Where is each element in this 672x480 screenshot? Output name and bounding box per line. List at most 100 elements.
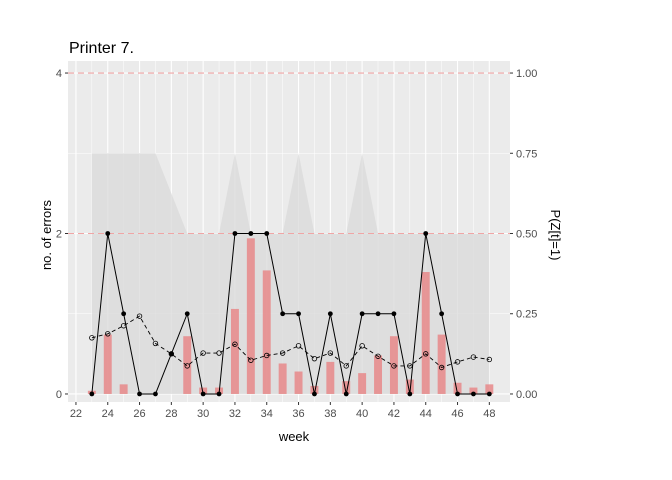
expected-point [454, 359, 461, 365]
errors-point [471, 391, 476, 397]
expected-point [248, 357, 254, 363]
expected-point [184, 363, 190, 369]
expected-point [311, 355, 318, 362]
errors-point [121, 311, 127, 317]
errors-point [423, 231, 429, 236]
y2-tick-label: 0.50 [516, 229, 537, 241]
errors-point [248, 231, 254, 236]
errors-point [343, 391, 349, 397]
errors-points [89, 231, 492, 397]
expected-point [375, 353, 381, 359]
y-tick-label: 0 [56, 389, 62, 401]
prob-bar [262, 270, 271, 394]
y-axis-left: 0 2 4 [56, 68, 68, 401]
x-tick-label: 28 [165, 408, 177, 420]
errors-point [137, 391, 142, 397]
errors-point [312, 391, 317, 397]
prob-bar [199, 387, 208, 394]
x-axis: 22 24 26 28 30 32 34 36 38 40 42 44 46 48 [70, 402, 495, 420]
expected-points [89, 313, 493, 371]
errors-point [359, 311, 365, 317]
errors-point [439, 311, 445, 317]
x-tick-label: 40 [356, 408, 368, 420]
y-tick-label: 4 [56, 68, 62, 80]
reference-lines [68, 72, 510, 235]
x-tick-label: 32 [229, 408, 241, 420]
errors-point [168, 351, 174, 357]
x-tick-label: 24 [102, 408, 114, 420]
x-tick-label: 34 [261, 408, 273, 420]
errors-point [232, 231, 238, 236]
prob-bar [453, 382, 462, 394]
x-tick-label: 22 [70, 408, 82, 420]
x-tick-label: 44 [420, 408, 432, 420]
expected-point [264, 352, 270, 359]
x-tick-label: 26 [133, 408, 145, 420]
prob-bar [294, 371, 303, 394]
y-axis-title: no. of errors [39, 199, 54, 270]
prob-bar [230, 308, 239, 394]
x-tick-label: 30 [197, 408, 209, 420]
expected-point [343, 363, 349, 369]
x-tick-label: 36 [292, 408, 304, 420]
errors-series-line [91, 233, 490, 395]
errors-point [184, 311, 190, 317]
expected-point [136, 313, 143, 319]
errors-point [455, 391, 460, 397]
y-axis-right: 0.00 0.25 0.50 0.75 1.00 [510, 68, 537, 401]
errors-point [407, 391, 413, 397]
errors-point [153, 391, 158, 397]
x-tick-label: 38 [324, 408, 336, 420]
errors-point [296, 311, 301, 317]
prob-bar [469, 387, 478, 394]
prob-bar [119, 384, 128, 394]
errors-point [264, 231, 270, 236]
x-tick-label: 42 [388, 408, 400, 420]
prob-bar [437, 334, 446, 394]
prob-bar [405, 379, 414, 394]
expected-point [120, 323, 127, 329]
prob-bar [103, 334, 112, 394]
y2-tick-label: 0.00 [516, 389, 537, 401]
prob-bar [278, 363, 287, 394]
expected-point [216, 350, 222, 356]
errors-point [89, 391, 95, 397]
y2-tick-label: 0.25 [516, 309, 537, 321]
y2-axis-title: P(Z[t]=1) [548, 210, 563, 261]
errors-point [280, 311, 286, 317]
errors-point [327, 311, 333, 317]
prob-bar [421, 272, 430, 394]
prob-bar [310, 385, 319, 394]
expected-point [423, 351, 429, 357]
errors-point [391, 311, 397, 317]
x-axis-title: week [278, 429, 310, 444]
chart-title: Printer 7. [69, 40, 134, 57]
y2-tick-label: 0.75 [516, 148, 537, 160]
expected-point [89, 335, 95, 341]
expected-point [486, 356, 493, 363]
prob-bar [326, 361, 335, 394]
prob-bar [358, 373, 367, 394]
expected-series-line [91, 315, 490, 369]
y2-tick-label: 1.00 [516, 68, 537, 80]
prob-bar [342, 381, 351, 394]
prob-bar [246, 238, 255, 394]
prob-bar [183, 336, 192, 394]
errors-point [375, 311, 381, 317]
x-tick-label: 46 [451, 408, 463, 420]
expected-point [407, 363, 413, 369]
expected-point [470, 354, 477, 360]
prob-bar [485, 384, 494, 394]
y-tick-label: 2 [56, 229, 62, 241]
expected-point [295, 343, 302, 349]
expected-point [438, 364, 445, 371]
errors-point [200, 391, 206, 397]
expected-point [391, 363, 397, 369]
expected-point [279, 350, 286, 356]
expected-point [327, 350, 334, 356]
errors-point [216, 391, 222, 397]
expected-point [200, 350, 206, 356]
prob-bar [389, 336, 398, 394]
prob-bar [374, 355, 383, 394]
